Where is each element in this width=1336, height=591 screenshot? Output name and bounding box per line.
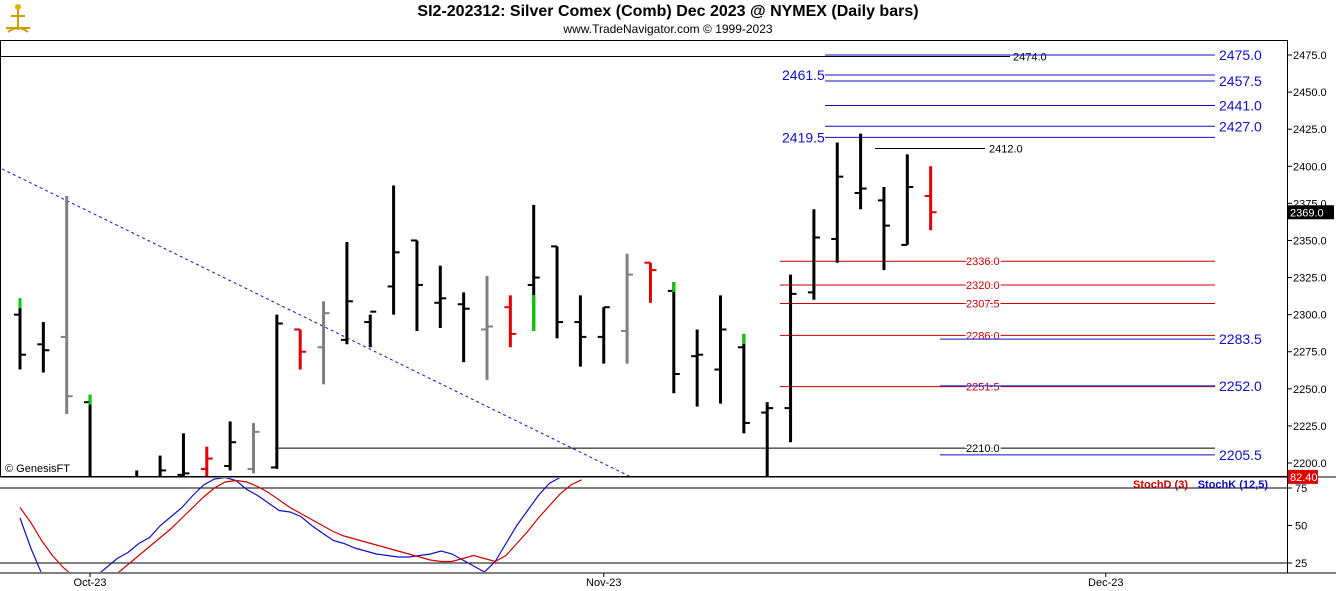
ohlc-bar [434, 265, 447, 328]
price-plot-area: 2474.0 2475.0 2461.5 2457.5 2441.0 2427.0 2419… [0, 47, 1262, 522]
stochk-line [19, 478, 561, 572]
price-level-label: 2441.0 [1219, 97, 1262, 113]
price-level-label: 2286.0 [966, 330, 1000, 342]
ohlc-bar [200, 446, 213, 476]
price-level-label: 2320.0 [966, 280, 1000, 292]
price-level-label: 2474.0 [1013, 51, 1047, 63]
price-axis-label: 2300.0 [1293, 310, 1327, 322]
tradenavigator-logo-icon [6, 4, 30, 33]
price-level-label: 2205.5 [1219, 447, 1262, 463]
ohlc-bar [84, 394, 92, 476]
time-axis-label: Dec-23 [1088, 577, 1123, 589]
price-axis-label: 2275.0 [1293, 347, 1327, 359]
ohlc-bar [527, 204, 540, 331]
ohlc-bar [158, 455, 167, 476]
price-level-label: 2251.5 [966, 382, 1000, 394]
ohlc-bar [410, 239, 423, 331]
stochastic-axis-label: 75 [1295, 483, 1307, 495]
price-level-label: 2419.5 [782, 129, 825, 145]
ohlc-bar [177, 433, 190, 476]
price-panel: 2475.02450.02425.02400.02375.02350.02325… [0, 40, 1334, 522]
time-axis-label: Oct-23 [74, 577, 107, 589]
ohlc-bar [574, 295, 587, 367]
price-axis-label: 2350.0 [1293, 235, 1327, 247]
price-axis-label: 2450.0 [1293, 87, 1327, 99]
price-axis-label: 2200.0 [1293, 458, 1327, 470]
stochd-line [19, 479, 582, 572]
price-level-label: 2336.0 [966, 256, 1000, 268]
price-level-label: 2283.5 [1219, 331, 1262, 347]
ohlc-bar [877, 187, 890, 271]
ohlc-bar [901, 154, 914, 246]
price-axis-label: 2225.0 [1293, 421, 1327, 433]
chart-header: SI2-202312: Silver Comex (Comb) Dec 2023… [0, 0, 1336, 40]
price-level-label: 2457.5 [1219, 73, 1262, 89]
stochastic-plot-area [0, 478, 1287, 572]
ohlc-bar [481, 276, 493, 380]
ohlc-bar [364, 310, 377, 348]
price-axis-label: 2425.0 [1293, 124, 1327, 136]
price-axis-label: 2325.0 [1293, 273, 1327, 285]
ohlc-bar [831, 142, 844, 263]
ohlc-bar [224, 421, 237, 471]
price-level-label: 2427.0 [1219, 118, 1262, 134]
price-axis-label: 2400.0 [1293, 161, 1327, 173]
ohlc-bar [60, 195, 73, 415]
ohlc-bar [270, 314, 283, 469]
ohlc-bar [807, 209, 820, 300]
price-level-label: 2475.0 [1219, 47, 1262, 63]
last-price-box [1288, 205, 1334, 220]
chart-subtitle: www.TradeNavigator.com © 1999-2023 [563, 22, 773, 36]
price-axis-label: 2250.0 [1293, 384, 1327, 396]
ohlc-bar [37, 322, 50, 373]
stochd-legend: StochD (3) [1133, 479, 1188, 491]
ohlc-bar [644, 261, 657, 303]
ohlc-bar [551, 245, 564, 339]
ohlc-bar [504, 295, 517, 348]
stochastic-panel: 75 50 25 StochD (3) StochK (12,5) 82.40 Oct-23… [0, 469, 1336, 589]
ohlc-bar [457, 292, 470, 363]
ohlc-bar [597, 306, 610, 364]
price-level-label: 2461.5 [782, 67, 825, 83]
ohlc-bar [107, 485, 119, 522]
ohlc-bar [714, 295, 727, 404]
copyright-text: © GenesisFT [5, 463, 70, 475]
price-axis-label: 2475.0 [1293, 50, 1327, 62]
downtrend-line [0, 167, 631, 476]
stochastic-axis-label: 50 [1295, 521, 1307, 533]
price-level-label: 2252.0 [1219, 378, 1262, 394]
stochastic-axis-label: 25 [1295, 558, 1307, 570]
price-level-label: 2210.0 [966, 443, 1000, 455]
ohlc-bar [737, 333, 750, 434]
ohlc-bar [667, 281, 680, 394]
ohlc-bar [621, 253, 634, 364]
stochk-legend: StochK (12,5) [1198, 479, 1269, 491]
ohlc-bar [854, 133, 867, 210]
time-axis-label: Nov-23 [586, 577, 621, 589]
ohlc-bar [340, 241, 353, 345]
ohlc-bar [691, 329, 704, 407]
last-price-label: 2369.0 [1290, 207, 1324, 219]
stochastic-last-value-box [1288, 469, 1318, 484]
price-level-label: 2412.0 [989, 143, 1023, 155]
ohlc-bar [761, 402, 774, 476]
ohlc-bar [14, 298, 26, 370]
price-level-label: 2307.5 [966, 298, 1000, 310]
ohlc-bar [784, 274, 797, 443]
chart-title: SI2-202312: Silver Comex (Comb) Dec 2023… [417, 3, 919, 20]
ohlc-bar [317, 301, 330, 385]
ohlc-bar [924, 166, 937, 231]
stochastic-last-value-label: 82.40 [1290, 472, 1318, 484]
ohlc-bar [387, 185, 400, 315]
ohlc-bar [247, 422, 260, 474]
ohlc-bar [294, 328, 307, 370]
